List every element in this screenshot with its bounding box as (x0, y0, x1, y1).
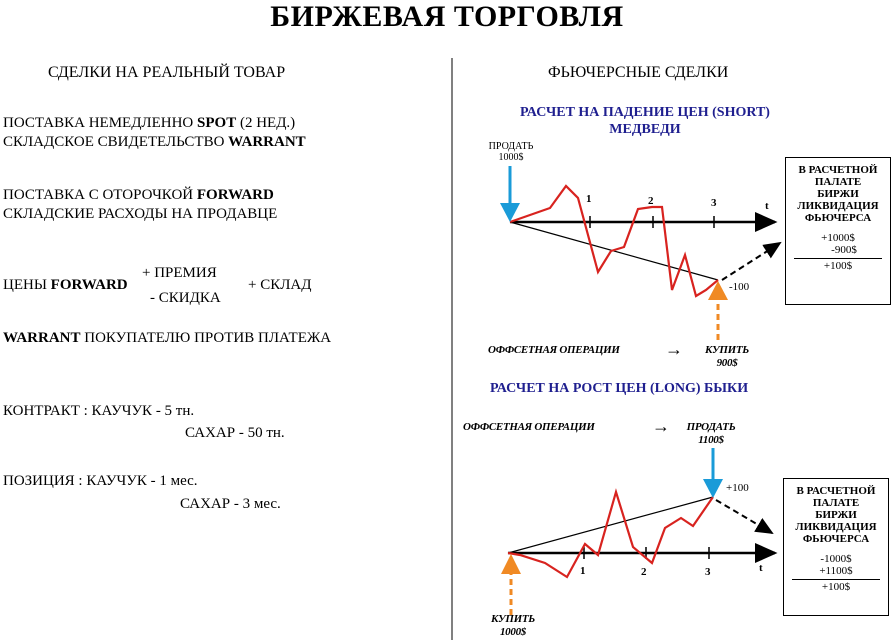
short-offset-arrow: → (665, 339, 683, 359)
short-settlement-box: В РАСЧЕТНОЙ ПАЛАТЕ БИРЖИ ЛИКВИДАЦИЯ ФЬЮЧ… (785, 157, 891, 305)
right-heading: ФЬЮЧЕРСНЫЕ СДЕЛКИ (548, 64, 729, 81)
long-offset-label: ОФФСЕТНАЯ ОПЕРАЦИИ (463, 421, 595, 433)
contract-line: КОНТРАКТ : КАУЧУК - 5 тн. (3, 403, 195, 419)
position-sugar: САХАР - 3 мес. (180, 496, 281, 512)
short-continuation-dashed (721, 241, 782, 281)
short-sell-arrow-head (500, 203, 520, 222)
short-tick-label-1: 1 (586, 193, 592, 205)
long-price-line (507, 488, 714, 579)
short-title-line-1: РАСЧЕТ НА ПАДЕНИЕ ЦЕН (SHORT) (520, 105, 770, 120)
short-price-line (509, 184, 719, 298)
long-buy-label: КУПИТЬ 1000$ (491, 613, 535, 638)
short-box-title: В РАСЧЕТНОЙ ПАЛАТЕ БИРЖИ ЛИКВИДАЦИЯ ФЬЮЧ… (797, 164, 879, 224)
spot-line-2: СКЛАДСКОЕ СВИДЕТЕЛЬСТВО WARRANT (3, 134, 306, 150)
long-chart (501, 448, 778, 615)
position-line: ПОЗИЦИЯ : КАУЧУК - 1 мес. (3, 473, 198, 489)
short-chart (500, 166, 782, 340)
premium-label: + ПРЕМИЯ (142, 265, 217, 281)
long-sell-label: ПРОДАТЬ 1100$ (686, 421, 736, 446)
short-result: -100 (729, 281, 750, 293)
long-sell-arrow-head (703, 479, 723, 498)
long-tick-label-1: 1 (580, 565, 586, 577)
long-offset-arrow: → (652, 416, 670, 436)
long-continuation-dashed (715, 499, 774, 535)
long-box-values: -1000$ +1100$ +100$ (784, 553, 888, 593)
spot-line-1: ПОСТАВКА НЕМЕДЛЕННО SPOT (2 НЕД.) (3, 115, 296, 131)
short-box-values: +1000$ -900$ +100$ (786, 232, 890, 272)
left-heading: СДЕЛКИ НА РЕАЛЬНЫЙ ТОВАР (48, 64, 286, 81)
discount-label: - СКИДКА (150, 290, 221, 306)
short-title: РАСЧЕТ НА ПАДЕНИЕ ЦЕН (SHORT) МЕДВЕДИ (490, 104, 800, 138)
long-settlement-box: В РАСЧЕТНОЙ ПАЛАТЕ БИРЖИ ЛИКВИДАЦИЯ ФЬЮЧ… (783, 478, 889, 616)
long-result: +100 (726, 482, 749, 494)
forward-line-1: ПОСТАВКА С ОТОРОЧКОЙ FORWARD (3, 187, 274, 203)
short-offset-label: ОФФСЕТНАЯ ОПЕРАЦИИ (488, 344, 620, 356)
page-title: БИРЖЕВАЯ ТОРГОВЛЯ (270, 0, 624, 33)
long-box-title: В РАСЧЕТНОЙ ПАЛАТЕ БИРЖИ ЛИКВИДАЦИЯ ФЬЮЧ… (795, 485, 877, 545)
long-tick-label-3: 3 (705, 566, 711, 578)
contract-sugar: САХАР - 50 тн. (185, 425, 285, 441)
short-sell-label: ПРОДАТЬ 1000$ (488, 141, 534, 163)
long-title: РАСЧЕТ НА РОСТ ЦЕН (LONG) БЫКИ (490, 381, 749, 396)
warehouse-label: + СКЛАД (248, 277, 312, 293)
short-buy-label: КУПИТЬ 900$ (705, 344, 749, 369)
warrant-line: WARRANT ПОКУПАТЕЛЮ ПРОТИВ ПЛАТЕЖА (3, 330, 332, 346)
short-t-label: t (765, 200, 769, 212)
long-buy-arrow-head (501, 554, 521, 574)
short-tick-label-2: 2 (648, 195, 654, 207)
forward-prices: ЦЕНЫ FORWARD (3, 277, 128, 293)
long-tick-label-2: 2 (641, 566, 647, 578)
short-buy-arrow-head (708, 281, 728, 300)
short-tick-label-3: 3 (711, 197, 717, 209)
forward-line-2: СКЛАДСКИЕ РАСХОДЫ НА ПРОДАВЦЕ (3, 206, 278, 222)
long-t-label: t (759, 562, 763, 574)
long-trend-line (507, 496, 714, 554)
short-title-line-2: МЕДВЕДИ (609, 122, 681, 137)
